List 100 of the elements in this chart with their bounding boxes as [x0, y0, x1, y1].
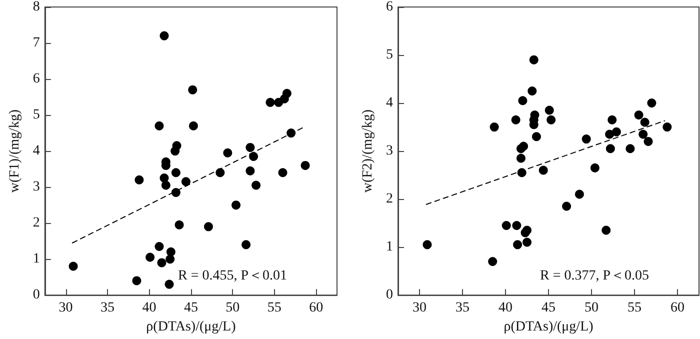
- point: [647, 98, 656, 108]
- y-tick-label: 5: [386, 48, 393, 63]
- point: [516, 154, 526, 163]
- y-tick-label: 0: [386, 288, 393, 303]
- point: [562, 202, 572, 211]
- point: [134, 175, 144, 184]
- point: [164, 280, 174, 289]
- x-axis-title: ρ(DTAs)/(μg/L): [146, 320, 236, 334]
- point: [522, 238, 532, 247]
- point: [204, 222, 213, 232]
- point: [512, 220, 522, 230]
- x-tick-label: 35: [100, 300, 114, 316]
- point: [300, 160, 310, 170]
- point: [160, 31, 169, 40]
- annotation: R = 0.455, P＜0.01: [178, 268, 288, 284]
- point: [518, 96, 528, 106]
- x-tick-label: 45: [184, 300, 198, 316]
- point: [606, 144, 615, 154]
- x-tick-label: 50: [226, 300, 240, 316]
- point: [516, 144, 526, 154]
- point: [132, 276, 142, 286]
- y-tick-label: 6: [386, 0, 393, 14]
- y-tick-label: 0: [32, 288, 40, 303]
- point: [223, 148, 232, 158]
- point: [286, 128, 296, 138]
- point: [520, 228, 530, 238]
- y-tick-label: 6: [32, 72, 40, 87]
- point: [517, 168, 526, 178]
- point: [488, 256, 498, 266]
- point: [490, 122, 499, 132]
- y-tick-label: 3: [386, 144, 393, 159]
- point: [532, 132, 541, 142]
- point: [626, 144, 635, 154]
- y-axis-title: w(F1)/(mg/kg): [8, 109, 22, 193]
- y-tick-label: 8: [32, 0, 40, 14]
- point: [546, 115, 556, 124]
- point: [161, 180, 170, 190]
- point: [266, 98, 275, 107]
- x-tick-label: 55: [628, 300, 642, 316]
- point: [154, 121, 164, 130]
- y-tick-label: 4: [386, 96, 393, 111]
- point: [216, 168, 225, 178]
- point: [170, 146, 180, 156]
- point: [146, 252, 155, 262]
- x-tick-label: 35: [456, 300, 470, 316]
- point: [157, 258, 166, 268]
- point: [640, 118, 650, 127]
- point: [278, 168, 288, 178]
- y-tick-label: 2: [32, 216, 40, 231]
- point: [502, 220, 511, 230]
- point: [171, 188, 180, 197]
- point: [242, 240, 251, 250]
- point: [529, 55, 538, 64]
- point: [160, 174, 169, 183]
- point: [246, 142, 255, 152]
- annotation: R = 0.377, P＜0.05: [540, 268, 650, 284]
- y-tick-label: 4: [32, 144, 40, 159]
- point: [528, 86, 537, 96]
- x-tick-label: 60: [670, 300, 684, 316]
- point: [174, 220, 184, 230]
- point: [662, 122, 672, 132]
- point: [602, 226, 611, 235]
- y-tick-label: 7: [32, 36, 40, 51]
- x-tick-label: 60: [309, 300, 324, 316]
- point: [574, 190, 584, 199]
- point: [513, 240, 522, 250]
- point: [511, 115, 520, 124]
- point: [608, 115, 617, 124]
- x-axis-title: ρ(DTAs)/(μg/L): [504, 320, 594, 334]
- y-tick-label: 1: [386, 240, 393, 255]
- point: [638, 130, 648, 139]
- point: [171, 168, 180, 178]
- point: [68, 262, 78, 271]
- point: [246, 166, 255, 176]
- x-tick-label: 30: [412, 300, 426, 316]
- y-tick-label: 5: [32, 108, 40, 123]
- y-tick-label: 3: [32, 180, 40, 195]
- point: [188, 85, 198, 94]
- point: [249, 152, 258, 161]
- y-axis-title: w(F2)/(mg/kg): [360, 109, 376, 193]
- y-tick-label: 2: [386, 192, 393, 207]
- point: [154, 242, 164, 251]
- point: [590, 163, 600, 172]
- point: [422, 240, 432, 250]
- x-tick-label: 50: [584, 300, 598, 316]
- point: [634, 110, 644, 120]
- point: [188, 121, 198, 130]
- point: [612, 127, 621, 136]
- x-tick-label: 55: [267, 300, 282, 316]
- x-tick-label: 40: [142, 300, 156, 316]
- point: [544, 106, 554, 115]
- x-tick-label: 40: [498, 300, 512, 316]
- point: [166, 254, 175, 264]
- point: [252, 180, 261, 190]
- point: [582, 134, 591, 144]
- point: [232, 200, 241, 210]
- point: [538, 166, 548, 175]
- point: [181, 177, 190, 186]
- x-tick-label: 45: [542, 300, 556, 316]
- point: [644, 136, 653, 146]
